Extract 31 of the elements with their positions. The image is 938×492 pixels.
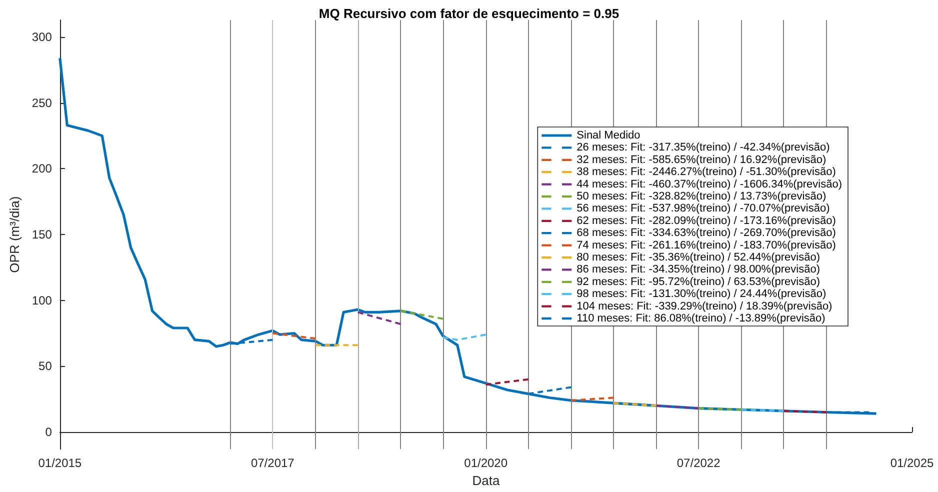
legend-label: 92 meses: Fit: -95.72%(treino) / 63.53%(previsão) (576, 276, 820, 288)
chart-title: MQ Recursivo com fator de esquecimento = 0.95 (318, 6, 620, 21)
y-tick-label: 300 (32, 30, 52, 44)
legend-label: 80 meses: Fit: -35.36%(treino) / 52.44%(previsão) (576, 252, 820, 264)
y-tick-label: 200 (32, 162, 52, 176)
y-tick-label: 250 (32, 96, 52, 110)
x-tick-label: 01/2015 (38, 456, 82, 470)
x-tick-label: 07/2017 (250, 456, 295, 470)
x-axis-title: Data (472, 473, 500, 488)
x-tick-label: 07/2022 (676, 456, 721, 470)
legend-label: 68 meses: Fit: -334.63%(treino) / -269.70%(previsão) (576, 227, 836, 240)
y-tick-label: 100 (32, 293, 52, 308)
legend-label: Sinal Medido (576, 130, 640, 142)
y-tick-label: 50 (38, 359, 52, 374)
legend-label: 44 meses: Fit: -460.37%(treino) / -1606.34%(previsão) (576, 178, 842, 190)
y-tick-label: 150 (32, 228, 52, 242)
x-tick-label: 01/2020 (464, 456, 508, 470)
legend-label: 38 meses: Fit: -2446.27%(treino) / -51.30%(previsão) (576, 166, 836, 178)
y-tick-label: 0 (45, 424, 52, 439)
legend-label: 50 meses: Fit: -328.82%(treino) / 13.73%(previsão) (576, 190, 826, 202)
legend-label: 110 meses: Fit: 86.08%(treino) / -13.89%(previsão) (576, 312, 826, 324)
legend-label: 62 meses: Fit: -282.09%(treino) / -173.16%(previsão) (576, 214, 836, 227)
legend-label: 98 meses: Fit: -131.30%(treino) / 24.44%(previsão) (576, 288, 826, 300)
legend-label: 56 meses: Fit: -537.98%(treino) / -70.07%(previsão) (576, 202, 830, 215)
x-tick-label: 01/2025 (890, 456, 934, 470)
y-axis-title: OPR (m³/dia) (7, 196, 22, 273)
legend-label: 86 meses: Fit: -34.35%(treino) / 98.00%(previsão) (576, 264, 820, 276)
legend-label: 32 meses: Fit: -585.65%(treino) / 16.92%(previsão) (576, 154, 826, 166)
legend-label: 26 meses: Fit: -317.35%(treino) / -42.34%(previsão) (576, 142, 830, 154)
legend-label: 74 meses: Fit: -261.16%(treino) / -183.70%(previsão) (576, 239, 836, 252)
legend-label: 104 meses: Fit: -339.29%(treino) / 18.39%(previsão) (576, 300, 832, 312)
